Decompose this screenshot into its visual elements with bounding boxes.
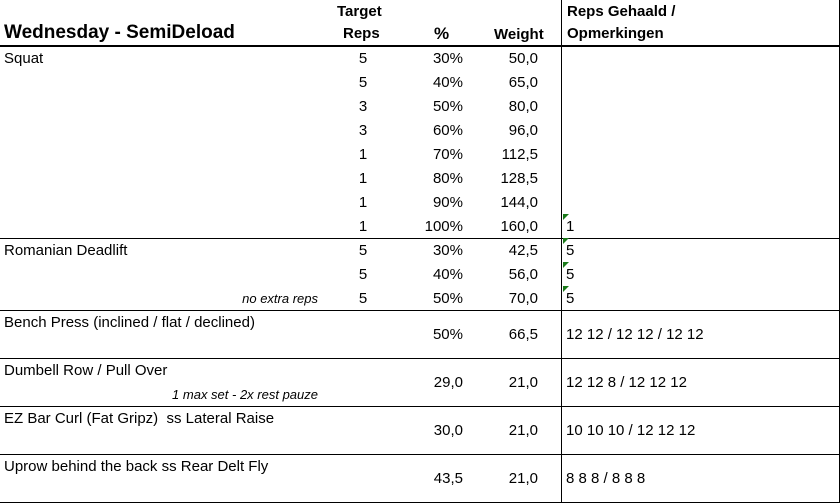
weight: 56,0 — [508, 266, 538, 283]
exercise-name: Squat — [4, 50, 44, 67]
target-reps: 5 — [358, 242, 368, 259]
target-reps: 3 — [358, 122, 368, 139]
reps-achieved: 5 — [566, 266, 575, 283]
comment-indicator — [563, 238, 569, 244]
percentage: 50% — [432, 98, 463, 115]
percentage: 50% — [432, 290, 463, 307]
weight: 144,0 — [500, 194, 538, 211]
percentage: 30% — [432, 242, 463, 259]
weight: 21,0 — [508, 374, 538, 391]
percentage: 40% — [432, 74, 463, 91]
exercise-name: Bench Press (inclined / flat / declined) — [4, 314, 255, 331]
weight: 65,0 — [508, 74, 538, 91]
sheet-title: Wednesday - SemiDeload — [4, 22, 235, 43]
header-target: Target — [337, 3, 382, 20]
percentage: 40% — [432, 266, 463, 283]
exercise-name: Uprow behind the back ss Rear Delt Fly — [4, 458, 269, 475]
target-reps: 1 — [358, 218, 368, 235]
row-border — [0, 310, 840, 311]
comment-indicator — [563, 214, 569, 220]
exercise-name: Romanian Deadlift — [4, 242, 128, 259]
target-reps: 1 — [358, 146, 368, 163]
percentage: 60% — [432, 122, 463, 139]
percentage: 43,5 — [433, 470, 463, 487]
exercise-name: Dumbell Row / Pull Over — [4, 362, 168, 379]
header-border — [0, 45, 840, 47]
note: no extra reps — [242, 291, 318, 306]
header-notes: Reps Gehaald / — [567, 3, 676, 20]
weight: 66,5 — [508, 326, 538, 343]
reps-achieved: 10 10 10 / 12 12 12 — [566, 422, 696, 439]
percentage: 29,0 — [433, 374, 463, 391]
row-border — [0, 454, 840, 455]
weight: 80,0 — [508, 98, 538, 115]
reps-achieved: 1 — [566, 218, 575, 235]
reps-achieved: 5 — [566, 290, 575, 307]
row-border — [0, 406, 840, 407]
weight: 128,5 — [500, 170, 538, 187]
column-border — [561, 0, 562, 503]
comment-indicator — [563, 262, 569, 268]
percentage: 70% — [432, 146, 463, 163]
header-reps: Reps — [343, 25, 380, 42]
weight: 96,0 — [508, 122, 538, 139]
target-reps: 5 — [358, 290, 368, 307]
target-reps: 5 — [358, 74, 368, 91]
weight: 160,0 — [500, 218, 538, 235]
target-reps: 1 — [358, 170, 368, 187]
weight: 112,5 — [501, 146, 538, 163]
header-pct: % — [434, 24, 450, 43]
percentage: 30,0 — [433, 422, 463, 439]
note: 1 max set - 2x rest pauze — [172, 387, 318, 402]
weight: 70,0 — [508, 290, 538, 307]
weight: 50,0 — [508, 50, 538, 67]
reps-achieved: 12 12 / 12 12 / 12 12 — [566, 326, 704, 343]
comment-indicator — [563, 286, 569, 292]
row-border — [0, 238, 840, 239]
header-notes: Opmerkingen — [567, 25, 664, 42]
target-reps: 5 — [358, 50, 368, 67]
weight: 42,5 — [508, 242, 538, 259]
reps-achieved: 12 12 8 / 12 12 12 — [566, 374, 687, 391]
percentage: 80% — [432, 170, 463, 187]
weight: 21,0 — [508, 470, 538, 487]
reps-achieved: 8 8 8 / 8 8 8 — [566, 470, 646, 487]
percentage: 30% — [432, 50, 463, 67]
target-reps: 1 — [358, 194, 368, 211]
header-weight: Weight — [494, 26, 544, 43]
percentage: 90% — [432, 194, 463, 211]
percentage: 50% — [432, 326, 463, 343]
target-reps: 5 — [358, 266, 368, 283]
target-reps: 3 — [358, 98, 368, 115]
percentage: 100% — [424, 218, 463, 235]
exercise-name: EZ Bar Curl (Fat Gripz) ss Lateral Raise — [4, 410, 275, 427]
weight: 21,0 — [508, 422, 538, 439]
row-border — [0, 358, 840, 359]
reps-achieved: 5 — [566, 242, 575, 259]
